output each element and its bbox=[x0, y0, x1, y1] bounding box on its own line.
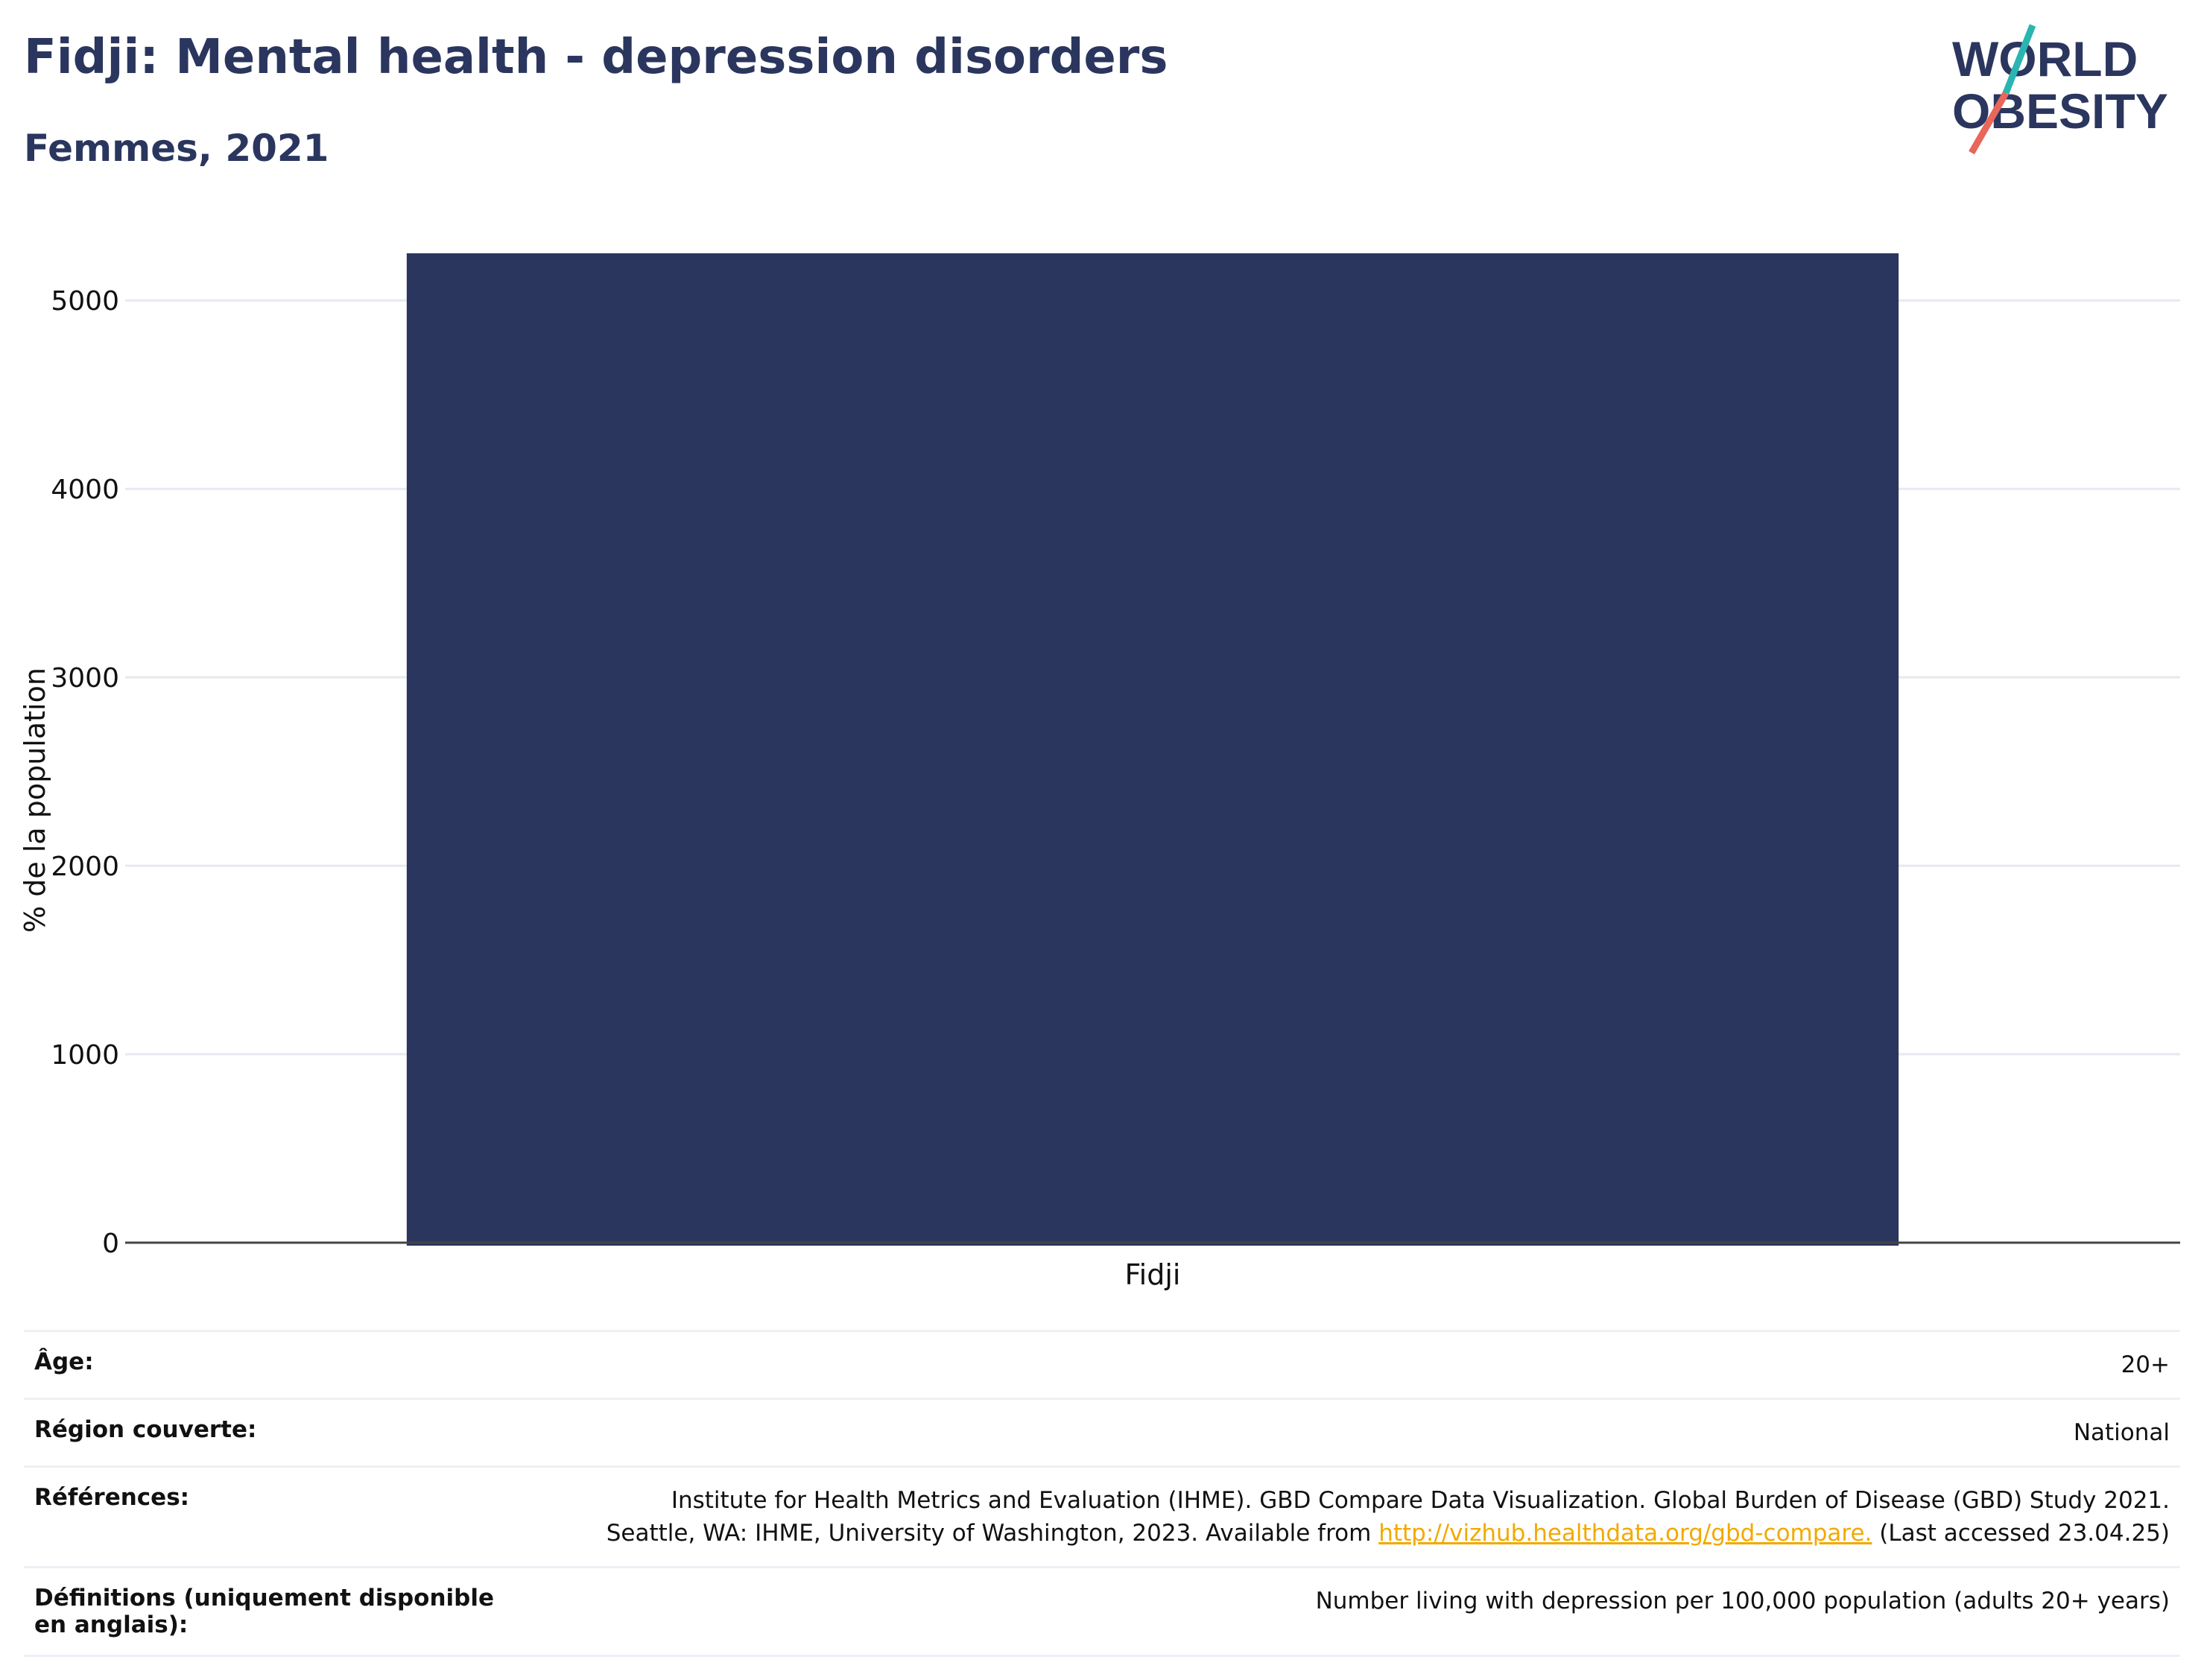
y-axis-label: % de la population bbox=[19, 668, 51, 933]
age-label: Âge: bbox=[24, 1330, 507, 1399]
info-row-references: Références: Institute for Health Metrics… bbox=[24, 1465, 2180, 1568]
logo-slash-bottom bbox=[1969, 91, 2009, 155]
world-obesity-logo: WORLD OBESITY bbox=[1952, 24, 2168, 155]
info-row-region: Région couverte: National bbox=[24, 1398, 2180, 1467]
info-row-definitions: Définitions (uniquement disponible en an… bbox=[24, 1566, 2180, 1657]
info-row-age: Âge: 20+ bbox=[24, 1330, 2180, 1399]
references-line-1: Institute for Health Metrics and Evaluat… bbox=[671, 1487, 2170, 1514]
references-link[interactable]: http://vizhub.healthdata.org/gbd-compare… bbox=[1378, 1520, 1872, 1547]
y-tick-label: 3000 bbox=[51, 663, 119, 694]
logo-word-world: WORLD bbox=[1952, 31, 2138, 86]
y-tick-label: 5000 bbox=[51, 286, 119, 317]
bar-chart: 0 1000 2000 3000 4000 5000 Fidji % de la popu… bbox=[19, 253, 2180, 1291]
x-tick-label: Fidji bbox=[1125, 1258, 1181, 1291]
bar bbox=[406, 253, 1899, 1246]
x-tick-labels: Fidji bbox=[1125, 1258, 1181, 1291]
y-tick-labels: 0 1000 2000 3000 4000 5000 bbox=[51, 286, 119, 1259]
age-value: 20+ bbox=[507, 1330, 2180, 1399]
logo-slash-top bbox=[2002, 24, 2036, 95]
chart-title: Fidji: Mental health - depression disord… bbox=[24, 30, 1168, 85]
references-line-2-start: Seattle, WA: IHME, University of Washing… bbox=[606, 1520, 1379, 1547]
references-value: Institute for Health Metrics and Evaluat… bbox=[507, 1465, 2180, 1568]
definitions-label: Définitions (uniquement disponible en an… bbox=[24, 1566, 507, 1657]
references-label: Références: bbox=[24, 1465, 507, 1568]
info-table: Âge: 20+ Région couverte: National Référ… bbox=[24, 1330, 2180, 1657]
region-label: Région couverte: bbox=[24, 1398, 507, 1467]
y-tick-label: 0 bbox=[102, 1229, 119, 1259]
chart-subtitle: Femmes, 2021 bbox=[24, 127, 329, 170]
references-line-2-end: (Last accessed 23.04.25) bbox=[1872, 1520, 2170, 1547]
region-value: National bbox=[507, 1398, 2180, 1467]
bars bbox=[406, 253, 1899, 1246]
definitions-value: Number living with depression per 100,00… bbox=[507, 1566, 2180, 1657]
y-tick-label: 4000 bbox=[51, 475, 119, 505]
y-tick-label: 1000 bbox=[51, 1040, 119, 1071]
y-tick-label: 2000 bbox=[51, 852, 119, 882]
